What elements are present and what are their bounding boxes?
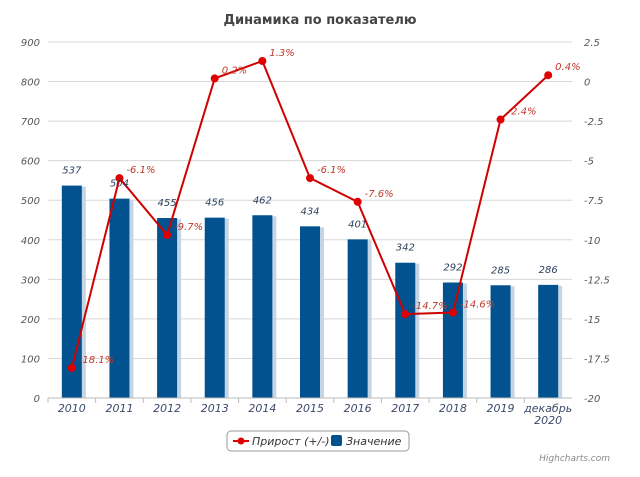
bar-value-label: 537 (62, 166, 82, 177)
bar-value-label: 455 (158, 198, 177, 209)
x-tick-label: 2020 (534, 414, 562, 427)
growth-point[interactable] (258, 56, 267, 65)
bar-value-label: 401 (348, 219, 367, 230)
y-right-tick: 0 (584, 78, 590, 89)
x-tick-label: 2013 (201, 402, 229, 415)
bar[interactable] (538, 284, 559, 398)
x-tick-label: 2018 (439, 402, 467, 415)
growth-label: -7.6% (365, 189, 394, 200)
y-right-tick: -5 (584, 157, 594, 168)
growth-label: -6.1% (126, 165, 155, 176)
bar[interactable] (252, 215, 273, 398)
y-left-tick: 300 (21, 275, 40, 286)
growth-point[interactable] (210, 74, 219, 83)
bar[interactable] (204, 217, 225, 398)
growth-label: -14.6% (460, 300, 495, 311)
bar-value-label: 504 (110, 179, 129, 190)
bar-value-label: 292 (443, 262, 462, 273)
y-left-tick: 600 (21, 157, 40, 168)
x-tick-label: 2012 (153, 402, 181, 415)
growth-label: -18.1% (79, 355, 114, 366)
growth-label: -6.1% (317, 165, 346, 176)
y-right-tick: -2.5 (584, 117, 604, 128)
y-right-tick: -20 (584, 394, 600, 405)
growth-label: 0.2% (222, 65, 247, 76)
bar-value-label: 286 (539, 265, 558, 276)
credits-link[interactable]: Highcharts.com (539, 454, 610, 464)
bar[interactable] (157, 218, 178, 398)
bar-value-label: 285 (491, 265, 510, 276)
growth-point[interactable] (401, 310, 410, 319)
y-left-tick: 0 (34, 394, 40, 405)
x-tick-label: 2017 (391, 402, 419, 415)
y-right-tick: -12.5 (584, 275, 610, 286)
y-right-tick: -17.5 (584, 354, 610, 365)
growth-label: -14.7% (412, 301, 447, 312)
chart-title: Динамика по показателю (223, 13, 416, 28)
y-left-tick: 400 (21, 236, 40, 247)
growth-point[interactable] (353, 197, 362, 206)
x-tick-label: 2014 (248, 402, 276, 415)
x-tick-label: 2011 (105, 402, 133, 415)
growth-label: 1.3% (269, 48, 294, 59)
growth-label: -2.4% (508, 107, 537, 118)
bar[interactable] (347, 239, 368, 398)
growth-point[interactable] (115, 174, 124, 183)
growth-point[interactable] (496, 115, 505, 124)
growth-point[interactable] (448, 308, 457, 317)
y-left-tick: 500 (21, 196, 40, 207)
growth-point[interactable] (544, 71, 553, 80)
growth-label: 0.4% (555, 62, 580, 73)
bar[interactable] (490, 285, 511, 398)
x-tick-label: декабрь (523, 402, 572, 415)
y-right-tick: -15 (584, 315, 600, 326)
x-tick-label: 2010 (58, 402, 86, 415)
growth-label: -9.7% (174, 222, 203, 233)
x-tick-label: 2016 (344, 402, 372, 415)
y-left-tick: 200 (21, 315, 40, 326)
y-left-tick: 900 (21, 38, 40, 49)
y-right-tick: 2.5 (584, 38, 600, 49)
legend-item-value[interactable]: Значение (331, 435, 402, 448)
bar-value-label: 342 (396, 243, 415, 254)
bar-value-label: 456 (205, 198, 224, 209)
bar[interactable] (300, 226, 320, 398)
legend-label-value: Значение (346, 435, 402, 448)
legend-label-growth: Прирост (+/-) (252, 435, 330, 448)
growth-point[interactable] (67, 363, 76, 372)
legend: Прирост (+/-) Значение (226, 430, 410, 452)
growth-point[interactable] (306, 174, 314, 183)
bar-value-label: 462 (253, 195, 272, 206)
y-right-tick: -10 (584, 236, 600, 247)
y-left-tick: 100 (21, 354, 40, 365)
y-right-tick: -7.5 (584, 196, 604, 207)
y-left-tick: 700 (21, 117, 40, 128)
legend-item-growth[interactable]: Прирост (+/-) (233, 435, 330, 448)
y-left-tick: 800 (21, 78, 40, 89)
x-tick-label: 2019 (487, 402, 515, 415)
bar[interactable] (395, 262, 416, 398)
bar[interactable] (442, 282, 463, 398)
growth-point[interactable] (163, 231, 172, 240)
bar[interactable] (109, 198, 130, 398)
x-tick-label: 2015 (296, 402, 324, 415)
bar-value-label: 434 (300, 206, 319, 217)
